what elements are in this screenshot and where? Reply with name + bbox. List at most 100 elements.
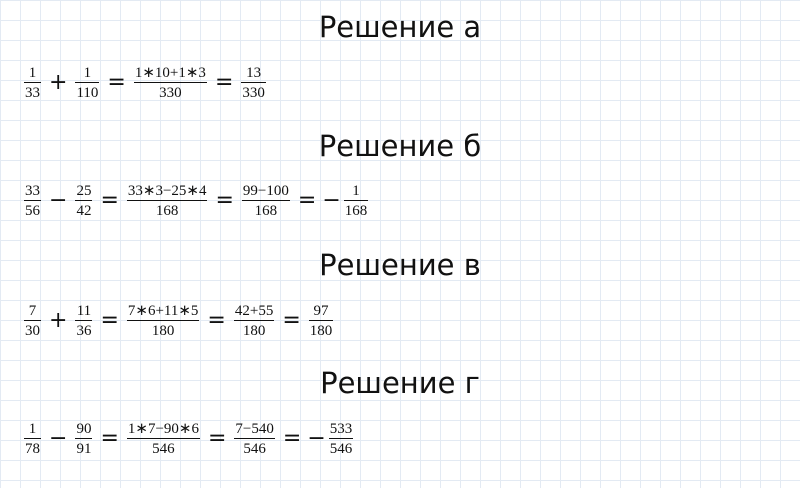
- fraction-bar: [75, 82, 100, 83]
- fraction: 90 91: [73, 421, 94, 457]
- fraction-bar: [233, 320, 275, 321]
- equation-d: 1 78 − 90 91 = 1∗7−90∗6 546 = 7−540 546 = − …: [22, 416, 355, 462]
- minus-sign: −: [322, 188, 341, 213]
- section-title-c: Решение в: [319, 248, 481, 282]
- fraction-bar: [126, 438, 200, 439]
- fraction: 7∗6+11∗5 180: [125, 303, 202, 339]
- fraction: 13 330: [239, 65, 268, 101]
- numerator: 1: [352, 183, 360, 199]
- equals-sign: =: [297, 188, 317, 213]
- equals-sign: =: [107, 70, 126, 95]
- fraction: 533 546: [327, 421, 356, 457]
- fraction-bar: [308, 320, 334, 321]
- numerator: 533: [329, 421, 353, 437]
- denominator: 330: [159, 85, 182, 101]
- denominator: 168: [254, 203, 278, 219]
- equation-a: 1 33 + 1 110 = 1∗10+1∗3 330 = 13 330: [22, 60, 268, 106]
- denominator: 168: [155, 203, 179, 219]
- numerator: 7: [28, 303, 37, 319]
- fraction-bar: [133, 82, 207, 83]
- fraction: 97 180: [307, 303, 336, 339]
- fraction: 7−540 546: [232, 421, 276, 457]
- fraction-bar: [234, 438, 275, 439]
- fraction: 1∗7−90∗6 546: [125, 421, 202, 457]
- fraction: 1 168: [342, 183, 371, 219]
- denominator: 546: [243, 441, 266, 457]
- section-title-a: Решение а: [318, 10, 482, 44]
- denominator: 56: [25, 203, 40, 219]
- fraction-bar: [75, 320, 93, 321]
- numerator: 42+55: [234, 303, 274, 319]
- equals-sign: =: [100, 308, 119, 333]
- minus-sign: −: [307, 426, 326, 451]
- equals-sign: =: [100, 426, 119, 451]
- equals-sign: =: [282, 308, 301, 333]
- operator: −: [49, 426, 68, 451]
- fraction-bar: [241, 82, 266, 83]
- equals-sign: =: [282, 426, 302, 451]
- numerator: 13: [246, 65, 262, 81]
- denominator: 36: [76, 323, 92, 339]
- fraction: 1∗10+1∗3 330: [132, 65, 209, 101]
- fraction: 1 33: [22, 65, 43, 101]
- equation-c: 7 30 + 11 36 = 7∗6+11∗5 180 = 42+55 180 = 97…: [22, 298, 335, 344]
- fraction: 7 30: [22, 303, 43, 339]
- fraction: 1 78: [22, 421, 43, 457]
- section-title-d: Решение г: [320, 366, 480, 400]
- equals-sign: =: [215, 188, 234, 213]
- fraction-bar: [241, 200, 290, 201]
- fraction: 33 56: [22, 183, 43, 219]
- numerator: 90: [76, 421, 92, 437]
- numerator: 1: [28, 421, 37, 437]
- fraction-bar: [24, 438, 41, 439]
- numerator: 99−100: [242, 183, 289, 199]
- numerator: 1∗7−90∗6: [127, 421, 199, 437]
- fraction-bar: [24, 320, 41, 321]
- fraction-bar: [126, 200, 208, 201]
- fraction-bar: [24, 82, 41, 83]
- numerator: 1∗10+1∗3: [134, 65, 206, 81]
- equation-b: 33 56 − 25 42 = 33∗3−25∗4 168 = 99−100 168 =…: [22, 178, 370, 224]
- fraction-bar: [24, 200, 41, 201]
- fraction-bar: [343, 200, 369, 201]
- equals-sign: =: [207, 308, 226, 333]
- denominator: 180: [151, 323, 175, 339]
- denominator: 168: [344, 203, 368, 219]
- fraction: 99−100 168: [240, 183, 292, 219]
- numerator: 7∗6+11∗5: [127, 303, 199, 319]
- denominator: 546: [152, 441, 175, 457]
- fraction-bar: [126, 320, 200, 321]
- denominator: 180: [242, 323, 266, 339]
- fraction-bar: [328, 438, 354, 439]
- numerator: 7−540: [235, 421, 274, 437]
- fraction-bar: [75, 200, 93, 201]
- denominator: 180: [309, 323, 333, 339]
- fraction: 25 42: [73, 183, 94, 219]
- numerator: 1: [28, 65, 37, 81]
- fraction: 33∗3−25∗4 168: [125, 183, 210, 219]
- operator: −: [49, 188, 68, 213]
- denominator: 33: [25, 85, 40, 101]
- denominator: 30: [25, 323, 40, 339]
- fraction-bar: [75, 438, 93, 439]
- operator: +: [49, 70, 68, 95]
- denominator: 78: [25, 441, 40, 457]
- numerator: 33: [25, 183, 40, 199]
- fraction: 42+55 180: [232, 303, 276, 339]
- equals-sign: =: [214, 70, 234, 95]
- denominator: 330: [242, 85, 265, 101]
- denominator: 42: [76, 203, 92, 219]
- equals-sign: =: [207, 426, 227, 451]
- equals-sign: =: [100, 188, 119, 213]
- numerator: 33∗3−25∗4: [127, 183, 207, 199]
- denominator: 546: [329, 441, 353, 457]
- denominator: 91: [76, 441, 92, 457]
- numerator: 25: [76, 183, 92, 199]
- denominator: 110: [76, 85, 99, 101]
- numerator: 1: [83, 65, 92, 81]
- section-title-b: Решение б: [318, 129, 482, 163]
- operator: +: [49, 308, 68, 333]
- numerator: 97: [313, 303, 329, 319]
- numerator: 11: [76, 303, 92, 319]
- fraction: 11 36: [73, 303, 94, 339]
